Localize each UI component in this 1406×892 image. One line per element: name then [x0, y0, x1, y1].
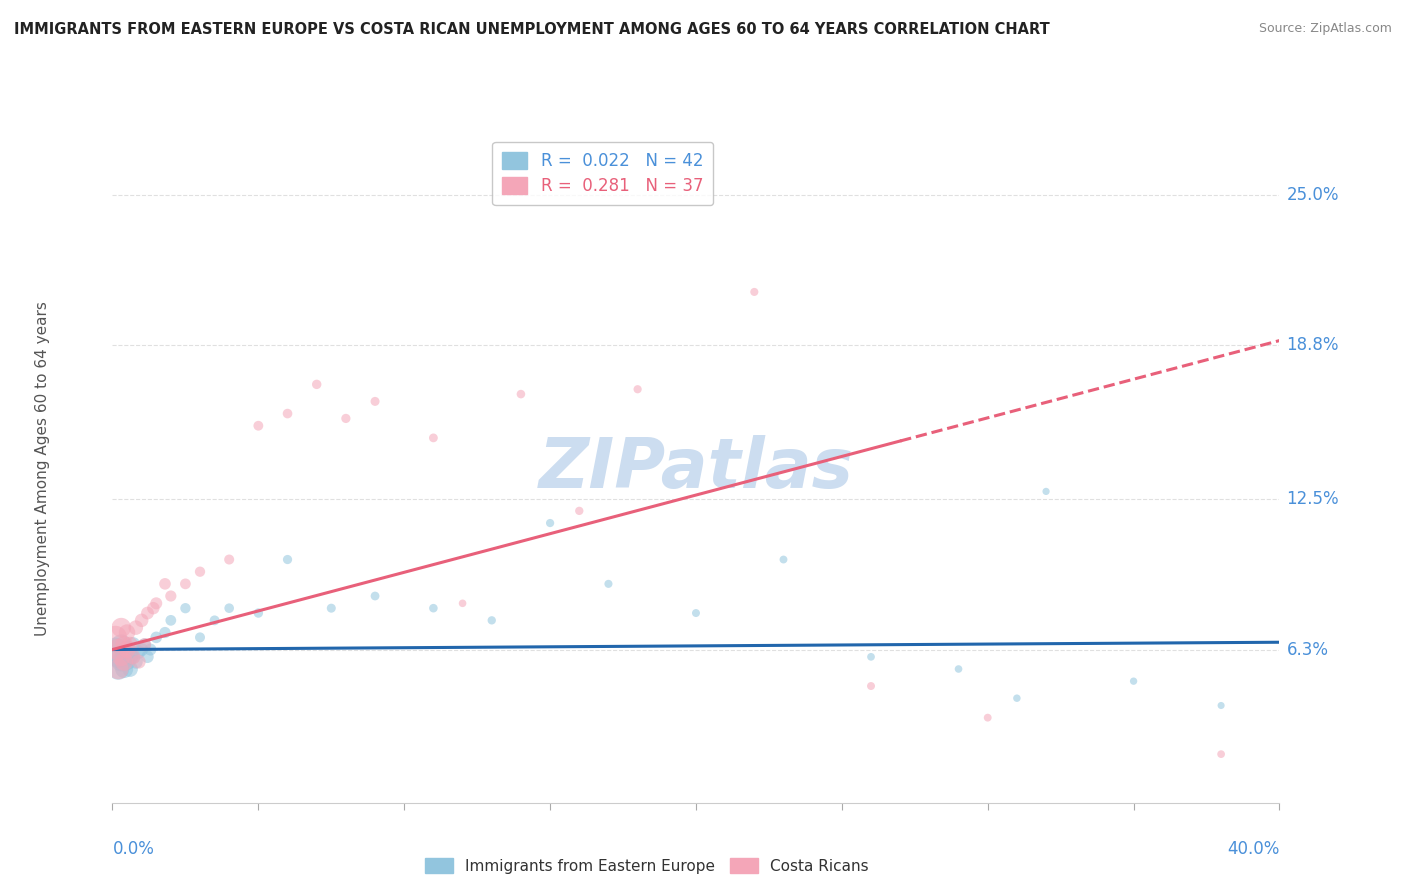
- Point: [104, 631, 127, 645]
- Point: [1209, 698, 1232, 713]
- Point: [626, 382, 648, 396]
- Point: [276, 407, 298, 421]
- Text: 40.0%: 40.0%: [1227, 839, 1279, 857]
- Point: [538, 516, 561, 530]
- Legend: R =  0.022   N = 42, R =  0.281   N = 37: R = 0.022 N = 42, R = 0.281 N = 37: [492, 142, 713, 205]
- Point: [1005, 691, 1028, 706]
- Point: [1122, 674, 1144, 689]
- Text: 0.0%: 0.0%: [112, 839, 155, 857]
- Point: [104, 642, 127, 657]
- Point: [509, 387, 531, 401]
- Point: [742, 285, 765, 299]
- Point: [276, 552, 298, 566]
- Text: ZIPatlas: ZIPatlas: [538, 434, 853, 502]
- Point: [153, 577, 176, 591]
- Point: [481, 613, 503, 627]
- Point: [422, 601, 444, 615]
- Point: [1035, 484, 1057, 499]
- Point: [118, 638, 141, 652]
- Point: [859, 679, 883, 693]
- Point: [107, 642, 129, 657]
- Point: [115, 625, 138, 640]
- Text: 18.8%: 18.8%: [1286, 336, 1339, 354]
- Point: [122, 638, 145, 652]
- Point: [218, 552, 240, 566]
- Point: [1209, 747, 1232, 761]
- Point: [335, 411, 357, 425]
- Point: [128, 655, 150, 669]
- Text: IMMIGRANTS FROM EASTERN EUROPE VS COSTA RICAN UNEMPLOYMENT AMONG AGES 60 TO 64 Y: IMMIGRANTS FROM EASTERN EUROPE VS COSTA …: [14, 22, 1050, 37]
- Point: [948, 662, 970, 676]
- Point: [128, 645, 150, 659]
- Point: [321, 601, 343, 615]
- Point: [131, 613, 153, 627]
- Point: [110, 649, 132, 664]
- Point: [247, 606, 270, 620]
- Point: [247, 418, 270, 433]
- Point: [568, 504, 591, 518]
- Point: [305, 377, 328, 392]
- Point: [188, 565, 211, 579]
- Text: 12.5%: 12.5%: [1286, 490, 1339, 508]
- Point: [136, 649, 159, 664]
- Text: 25.0%: 25.0%: [1286, 186, 1339, 203]
- Point: [142, 601, 165, 615]
- Point: [136, 606, 159, 620]
- Point: [110, 655, 132, 669]
- Text: 6.3%: 6.3%: [1286, 640, 1329, 658]
- Point: [685, 606, 707, 620]
- Point: [145, 596, 167, 610]
- Point: [110, 621, 132, 635]
- Point: [859, 649, 883, 664]
- Point: [218, 601, 240, 615]
- Point: [122, 649, 145, 664]
- Point: [174, 601, 197, 615]
- Point: [772, 552, 794, 566]
- Point: [139, 642, 162, 657]
- Point: [134, 638, 156, 652]
- Point: [118, 662, 141, 676]
- Point: [364, 394, 387, 409]
- Point: [422, 431, 444, 445]
- Point: [598, 577, 620, 591]
- Point: [112, 662, 135, 676]
- Point: [112, 638, 135, 652]
- Point: [976, 711, 998, 725]
- Text: Unemployment Among Ages 60 to 64 years: Unemployment Among Ages 60 to 64 years: [35, 301, 51, 636]
- Point: [118, 649, 141, 664]
- Point: [112, 655, 135, 669]
- Point: [115, 655, 138, 669]
- Text: Source: ZipAtlas.com: Source: ZipAtlas.com: [1258, 22, 1392, 36]
- Point: [122, 649, 145, 664]
- Point: [145, 631, 167, 645]
- Point: [107, 662, 129, 676]
- Point: [160, 613, 183, 627]
- Point: [107, 649, 129, 664]
- Point: [364, 589, 387, 603]
- Point: [110, 638, 132, 652]
- Point: [160, 589, 183, 603]
- Point: [107, 662, 129, 676]
- Point: [204, 613, 226, 627]
- Point: [115, 642, 138, 657]
- Legend: Immigrants from Eastern Europe, Costa Ricans: Immigrants from Eastern Europe, Costa Ri…: [419, 852, 875, 880]
- Point: [134, 638, 156, 652]
- Point: [131, 642, 153, 657]
- Point: [112, 645, 135, 659]
- Point: [125, 655, 148, 669]
- Point: [153, 625, 176, 640]
- Point: [174, 577, 197, 591]
- Point: [125, 621, 148, 635]
- Point: [115, 642, 138, 657]
- Point: [451, 596, 474, 610]
- Point: [188, 631, 211, 645]
